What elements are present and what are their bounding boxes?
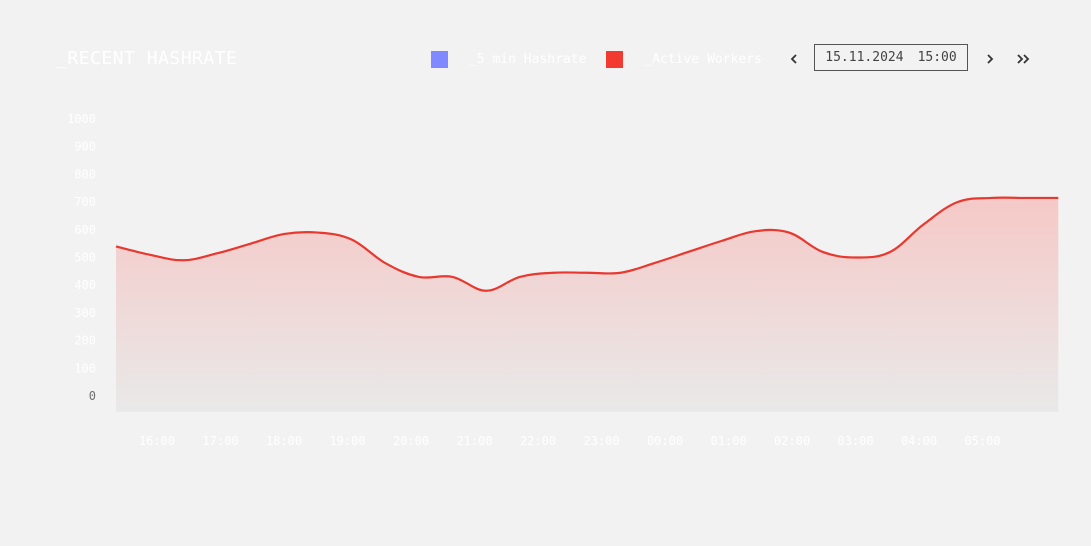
chart-legend: _5 min Hashrate _Active Workers bbox=[431, 50, 782, 68]
legend-swatch-workers bbox=[606, 50, 624, 68]
y-tick-label: 800 bbox=[74, 167, 96, 181]
legend-label-hashrate: _5 min Hashrate bbox=[469, 51, 587, 67]
series-line-active-workers bbox=[115, 196, 1059, 292]
x-tick-label: 03:00 bbox=[837, 434, 873, 448]
y-tick-label: 200 bbox=[74, 334, 96, 348]
legend-swatch-hashrate bbox=[431, 50, 448, 68]
x-tick-label: 18:00 bbox=[266, 434, 302, 448]
x-tick-label: 01:00 bbox=[710, 434, 746, 448]
legend-item-workers[interactable]: _Active Workers bbox=[606, 50, 762, 68]
y-tick-label: 700 bbox=[74, 195, 96, 209]
x-tick-label: 22:00 bbox=[520, 434, 556, 448]
date-value: 15.11.2024 bbox=[825, 50, 904, 65]
prev-period-button[interactable] bbox=[783, 48, 805, 70]
y-tick-label: 900 bbox=[74, 140, 96, 154]
x-tick-label: 17:00 bbox=[202, 434, 238, 448]
y-tick-label: 100 bbox=[74, 361, 96, 375]
y-tick-label: 600 bbox=[74, 223, 96, 237]
series-area-active-workers bbox=[116, 197, 1059, 412]
latest-period-button[interactable] bbox=[1012, 48, 1034, 70]
chevron-left-icon bbox=[790, 54, 797, 64]
x-tick-label: 02:00 bbox=[774, 434, 810, 448]
x-tick-label: 23:00 bbox=[583, 434, 619, 448]
y-axis-ticks: 0 100 200 300 400 500 600 700 800 900 1000 bbox=[67, 112, 96, 403]
y-tick-label: 500 bbox=[74, 251, 96, 265]
time-value: 15:00 bbox=[917, 50, 957, 65]
y-tick-label: 1000 bbox=[67, 112, 96, 126]
y-tick-label: 0 bbox=[89, 389, 96, 403]
legend-label-workers: _Active Workers bbox=[644, 51, 762, 67]
legend-item-hashrate[interactable]: _5 min Hashrate bbox=[431, 50, 587, 68]
y-tick-label: 400 bbox=[74, 278, 96, 292]
x-tick-label: 00:00 bbox=[647, 434, 683, 448]
next-period-button[interactable] bbox=[979, 48, 1001, 70]
x-tick-label: 05:00 bbox=[964, 434, 1000, 448]
x-tick-label: 16:00 bbox=[139, 434, 175, 448]
chart-title: _RECENT HASHRATE bbox=[56, 48, 238, 69]
y-tick-label: 300 bbox=[74, 306, 96, 320]
chevron-right-icon bbox=[987, 54, 994, 64]
x-tick-label: 19:00 bbox=[329, 434, 365, 448]
date-picker[interactable]: 15.11.2024 15:00 bbox=[814, 44, 968, 71]
x-tick-label: 21:00 bbox=[456, 434, 492, 448]
double-chevron-right-icon bbox=[1017, 54, 1030, 64]
x-tick-label: 04:00 bbox=[901, 434, 937, 448]
x-axis-ticks: 16:00 17:00 18:00 19:00 20:00 21:00 22:00 23:00… bbox=[139, 434, 1001, 448]
x-tick-label: 20:00 bbox=[393, 434, 429, 448]
